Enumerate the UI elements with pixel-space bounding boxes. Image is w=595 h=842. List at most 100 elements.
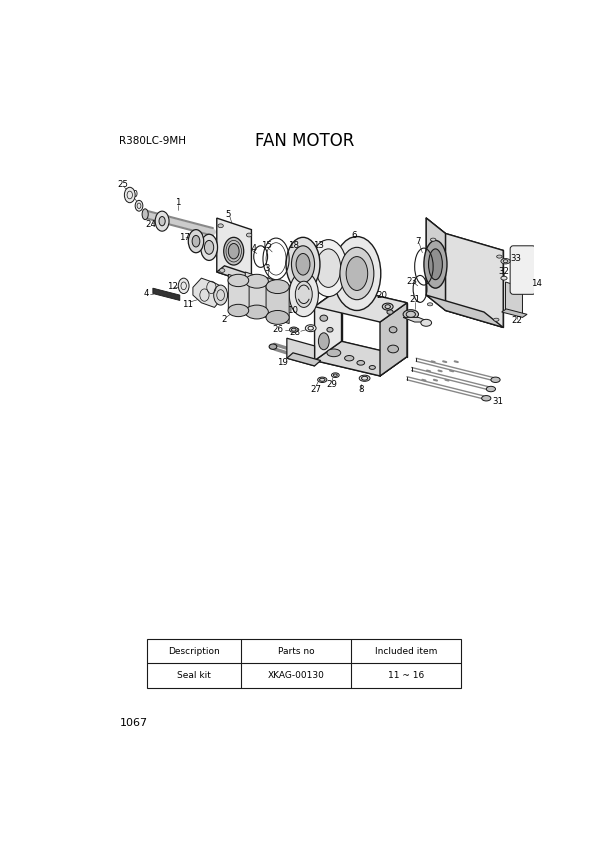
Ellipse shape <box>218 224 223 227</box>
Ellipse shape <box>292 246 315 283</box>
Ellipse shape <box>357 360 365 365</box>
Text: 17: 17 <box>179 233 190 242</box>
Text: 7: 7 <box>416 237 421 246</box>
Text: 24: 24 <box>146 220 157 229</box>
Ellipse shape <box>224 237 244 265</box>
Polygon shape <box>287 353 321 366</box>
Text: 23: 23 <box>406 278 417 286</box>
Ellipse shape <box>192 236 200 247</box>
Polygon shape <box>245 272 268 318</box>
Ellipse shape <box>305 325 316 332</box>
Ellipse shape <box>428 249 443 280</box>
Ellipse shape <box>124 187 135 203</box>
Ellipse shape <box>387 310 393 314</box>
Polygon shape <box>217 218 252 284</box>
Ellipse shape <box>327 328 333 332</box>
Text: 27: 27 <box>311 385 322 393</box>
Ellipse shape <box>424 241 447 288</box>
Polygon shape <box>193 278 226 307</box>
Text: 34: 34 <box>246 244 257 253</box>
Ellipse shape <box>327 349 341 357</box>
Ellipse shape <box>491 377 500 382</box>
Ellipse shape <box>318 333 329 349</box>
Ellipse shape <box>228 243 239 258</box>
Ellipse shape <box>430 238 436 241</box>
Polygon shape <box>502 309 527 317</box>
Text: 3: 3 <box>264 264 270 273</box>
Ellipse shape <box>135 200 143 211</box>
Text: 8: 8 <box>358 385 364 393</box>
Ellipse shape <box>369 365 375 370</box>
Text: 15: 15 <box>261 241 273 249</box>
Ellipse shape <box>201 234 218 260</box>
Text: 6: 6 <box>352 231 358 239</box>
Ellipse shape <box>295 281 312 307</box>
Text: Included item: Included item <box>375 647 437 656</box>
Text: 20: 20 <box>376 290 387 300</box>
Polygon shape <box>153 288 180 301</box>
Ellipse shape <box>245 305 268 319</box>
Polygon shape <box>426 295 503 328</box>
Ellipse shape <box>501 276 507 280</box>
Text: FAN MOTOR: FAN MOTOR <box>255 132 355 150</box>
Text: Seal kit: Seal kit <box>177 671 211 680</box>
Text: 11 ~ 16: 11 ~ 16 <box>388 671 424 680</box>
Ellipse shape <box>331 373 339 377</box>
Text: 1067: 1067 <box>120 718 148 728</box>
Ellipse shape <box>383 303 393 310</box>
Ellipse shape <box>228 304 249 317</box>
Ellipse shape <box>269 344 277 349</box>
Text: 25: 25 <box>117 180 129 189</box>
Text: 5: 5 <box>226 210 231 219</box>
Ellipse shape <box>266 311 289 324</box>
Polygon shape <box>228 274 249 316</box>
Ellipse shape <box>228 274 249 286</box>
Ellipse shape <box>286 237 320 291</box>
Text: 2: 2 <box>222 315 227 324</box>
Polygon shape <box>266 277 289 323</box>
Polygon shape <box>315 287 342 360</box>
Ellipse shape <box>296 253 310 275</box>
Polygon shape <box>446 233 503 328</box>
Ellipse shape <box>316 249 341 287</box>
Polygon shape <box>506 282 522 316</box>
Polygon shape <box>315 287 407 322</box>
Text: 32: 32 <box>499 267 509 275</box>
Polygon shape <box>287 338 315 366</box>
Polygon shape <box>315 341 407 376</box>
Ellipse shape <box>333 237 381 311</box>
Text: 33: 33 <box>510 253 521 263</box>
Text: R380LC-9MH: R380LC-9MH <box>120 136 186 147</box>
Text: 21: 21 <box>409 296 420 304</box>
Text: Parts no: Parts no <box>278 647 314 656</box>
Bar <box>147 639 461 688</box>
Ellipse shape <box>403 310 418 319</box>
Ellipse shape <box>290 327 298 333</box>
Text: 16: 16 <box>192 238 203 248</box>
Ellipse shape <box>205 241 214 254</box>
Ellipse shape <box>214 285 227 305</box>
Ellipse shape <box>389 327 397 333</box>
Ellipse shape <box>159 216 165 226</box>
Text: 26: 26 <box>273 325 284 334</box>
Ellipse shape <box>310 240 347 296</box>
Polygon shape <box>426 218 446 311</box>
Ellipse shape <box>320 315 328 322</box>
Text: 19: 19 <box>277 359 287 367</box>
Ellipse shape <box>388 345 399 353</box>
Text: 18: 18 <box>288 241 299 249</box>
Ellipse shape <box>246 233 252 237</box>
Text: 9: 9 <box>207 296 212 305</box>
Ellipse shape <box>245 274 268 288</box>
Ellipse shape <box>421 319 431 326</box>
Text: 11: 11 <box>182 300 193 309</box>
Ellipse shape <box>359 376 370 381</box>
Text: 22: 22 <box>512 316 522 325</box>
Text: 4: 4 <box>143 289 149 298</box>
Text: 31: 31 <box>492 397 503 406</box>
Ellipse shape <box>494 318 499 322</box>
Text: 30: 30 <box>127 190 139 200</box>
Ellipse shape <box>220 269 225 272</box>
Text: 10: 10 <box>287 306 299 315</box>
Ellipse shape <box>346 257 368 290</box>
